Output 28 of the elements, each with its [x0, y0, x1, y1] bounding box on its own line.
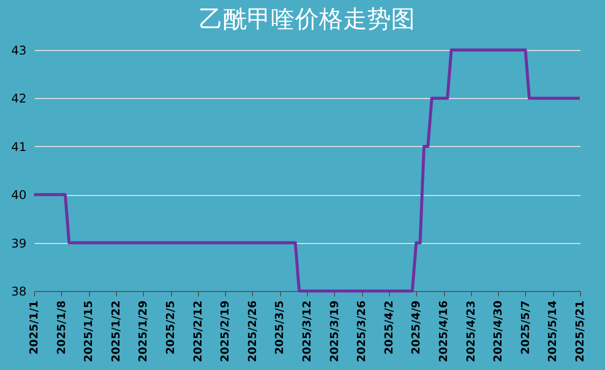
x-tick-label: 2025/4/9 [410, 300, 423, 354]
x-tick-label: 2025/4/16 [437, 300, 450, 362]
x-tick-label: 2025/3/5 [273, 300, 286, 354]
y-tick-label: 41 [11, 140, 26, 154]
x-tick-label: 2025/2/5 [164, 300, 177, 354]
x-tick-label: 2025/4/2 [382, 300, 396, 354]
x-tick-label: 2025/2/19 [218, 300, 232, 362]
y-tick-label: 40 [11, 188, 26, 202]
chart-title: 乙酰甲喹价格走势图 [199, 5, 415, 33]
x-tick-label: 2025/3/26 [355, 300, 368, 362]
y-tick-label: 43 [11, 44, 26, 58]
y-tick-label: 38 [11, 284, 26, 298]
x-tick-label: 2025/3/12 [300, 300, 314, 362]
x-tick-label: 2025/1/8 [54, 300, 68, 354]
x-tick-label: 2025/5/21 [574, 300, 586, 362]
x-tick-label: 2025/1/22 [109, 300, 122, 362]
x-tick-label: 2025/3/19 [328, 300, 341, 362]
x-tick-label: 2025/1/29 [136, 300, 150, 362]
x-tick-label: 2025/1/1 [28, 300, 40, 354]
x-tick-label: 2025/4/23 [464, 300, 478, 362]
x-tick-label: 2025/5/14 [546, 300, 560, 362]
x-tick-label: 2025/5/7 [518, 300, 532, 354]
y-tick-label: 39 [11, 236, 26, 250]
x-tick-label: 2025/2/26 [246, 300, 259, 362]
x-tick-label: 2025/1/15 [82, 300, 96, 362]
x-tick-label: 2025/4/30 [492, 300, 505, 362]
y-tick-label: 42 [11, 92, 26, 106]
x-tick-label: 2025/2/12 [191, 300, 204, 362]
